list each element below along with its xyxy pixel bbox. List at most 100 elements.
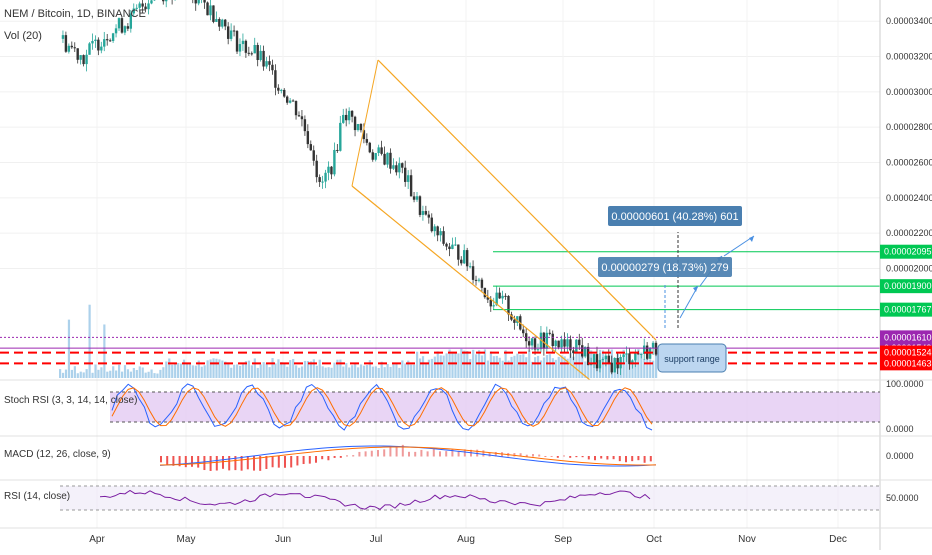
volume-bar-75: [280, 362, 282, 378]
volume-bar-123: [422, 356, 424, 378]
candle-body-49: [203, 0, 205, 3]
candle-body-3: [68, 46, 70, 52]
callout-measure-1[interactable]: 0.00000601 (40.28%) 601: [608, 206, 742, 226]
volume-bar-168: [555, 360, 557, 378]
volume-bar-77: [286, 367, 288, 378]
candle-body-157: [522, 330, 524, 334]
volume-bar-69: [263, 362, 265, 378]
volume-bar-74: [277, 359, 279, 378]
price-tick-1: 0.00003200: [886, 52, 932, 62]
volume-bar-22: [124, 365, 126, 378]
volume-bar-100: [354, 363, 356, 378]
volume-bar-200: [649, 360, 651, 378]
volume-bar-25: [133, 368, 135, 378]
volume-bar-154: [513, 356, 515, 378]
time-tick-may: May: [177, 534, 196, 545]
volume-bar-127: [434, 357, 436, 378]
volume-bar-170: [561, 355, 563, 378]
macd-hist-bar-13: [241, 456, 243, 471]
candle-body-128: [436, 226, 438, 235]
rsi-title: RSI (14, close): [4, 491, 70, 502]
candle-body-92: [330, 167, 332, 175]
candle-body-28: [141, 4, 143, 7]
candle-body-63: [245, 41, 247, 53]
volume-bar-176: [578, 353, 580, 378]
volume-bar-46: [195, 366, 197, 378]
volume-bar-26: [136, 370, 138, 378]
volume-bar-61: [239, 366, 241, 378]
candle-body-195: [634, 353, 636, 360]
candle-body-6: [77, 48, 79, 60]
candle-body-191: [622, 355, 624, 357]
candle-body-132: [448, 247, 450, 249]
volume-bar-6: [77, 373, 79, 378]
macd-axis-label: 0.0000: [886, 451, 914, 461]
volume-bar-27: [139, 366, 141, 378]
macd-hist-bar-14: [247, 456, 249, 469]
volume-bar-134: [454, 352, 456, 378]
candle-body-136: [460, 260, 462, 264]
volume-bar-104: [366, 365, 368, 378]
callout-measure-2-text: 0.00000279 (18.73%) 279: [601, 262, 728, 274]
volume-bar-78: [289, 360, 291, 378]
candle-body-184: [602, 359, 604, 360]
macd-hist-bar-70: [594, 456, 596, 460]
candle-body-1: [62, 35, 64, 39]
volume-bar-198: [643, 359, 645, 378]
volume-bar-82: [301, 366, 303, 378]
volume-bar-111: [387, 364, 389, 378]
candle-body-12: [94, 40, 96, 41]
candle-body-186: [608, 356, 610, 363]
candle-body-118: [407, 175, 409, 182]
macd-hist-bar-30: [346, 455, 348, 456]
volume-bar-141: [475, 354, 477, 378]
volume-bar-37: [168, 358, 170, 378]
macd-hist-bar-59: [526, 455, 528, 457]
candle-body-196: [637, 353, 639, 354]
candle-body-96: [342, 115, 344, 123]
rsi-axis-label: 50.0000: [886, 493, 919, 503]
callout-measure-2[interactable]: 0.00000279 (18.73%) 279: [598, 257, 732, 277]
callout-support[interactable]: support range: [658, 344, 726, 372]
price-level-label-6: 0.00001463: [884, 358, 932, 368]
candle-body-171: [563, 339, 565, 346]
volume-bar-159: [528, 351, 530, 378]
candle-body-129: [439, 231, 441, 235]
candle-body-59: [233, 30, 235, 31]
volume-bar-3: [68, 320, 70, 378]
candle-body-202: [655, 343, 657, 355]
volume-bar-91: [327, 367, 329, 378]
volume-bar-112: [389, 367, 391, 378]
volume-bar-58: [230, 368, 232, 378]
chart-symbol-title: NEM / Bitcoin, 1D, BINANCE: [4, 8, 146, 20]
volume-bar-24: [130, 372, 132, 378]
volume-bar-128: [437, 351, 439, 378]
candle-body-2: [65, 35, 67, 52]
macd-hist-bar-24: [309, 456, 311, 464]
candle-body-113: [392, 165, 394, 168]
macd-hist-bar-28: [334, 456, 336, 458]
price-tick-7: 0.00002000: [886, 263, 932, 273]
macd-hist-bar-72: [606, 456, 608, 459]
volume-bar-121: [416, 352, 418, 378]
candle-body-7: [79, 55, 81, 60]
candle-body-154: [513, 320, 515, 323]
volume-bar-93: [333, 363, 335, 378]
macd-hist-bar-29: [340, 456, 342, 458]
candle-body-126: [431, 218, 433, 232]
macd-hist-bar-64: [557, 456, 559, 458]
macd-hist-bar-69: [588, 456, 590, 459]
volume-bar-12: [94, 364, 96, 378]
volume-bar-38: [171, 365, 173, 378]
volume-bar-18: [112, 366, 114, 378]
candle-body-104: [366, 139, 368, 143]
volume-bar-55: [221, 361, 223, 378]
candle-body-56: [224, 20, 226, 27]
volume-bar-68: [260, 364, 262, 378]
volume-bar-65: [251, 365, 253, 378]
candle-body-192: [625, 353, 627, 354]
candle-body-167: [552, 334, 554, 346]
candle-body-47: [197, 0, 199, 3]
